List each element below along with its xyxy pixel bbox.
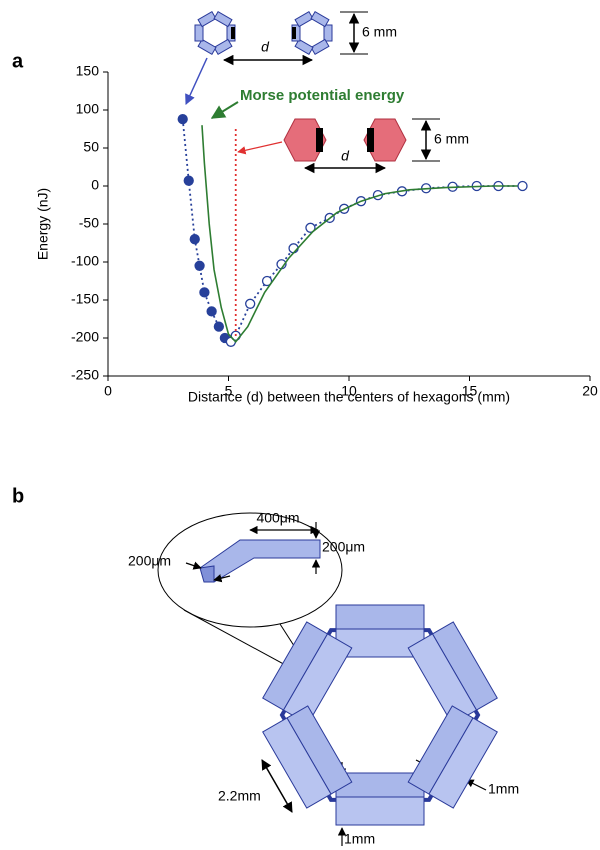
diagram: 400μm 200μm 200μm 2.2mm 1mm 1mm (128, 510, 519, 847)
y-tick-label: 50 (83, 139, 99, 155)
dimension-label: 1mm (344, 831, 375, 847)
inset-label: 6 mm (434, 131, 469, 147)
x-tick-label: 5 (225, 383, 233, 399)
series-line (230, 185, 523, 343)
data-point (194, 260, 205, 271)
ring-segment (323, 24, 333, 42)
panel-label: b (12, 485, 24, 507)
dimension-label: 400μm (256, 510, 299, 526)
x-tick-label: 0 (104, 383, 112, 399)
annotation: Morse potential energy (240, 87, 405, 104)
y-tick-label: -250 (71, 367, 99, 383)
zoom-ellipse (157, 512, 343, 628)
panel-front (335, 796, 425, 826)
data-point (517, 180, 528, 192)
data-point (199, 287, 210, 298)
panel-label: a (12, 50, 24, 72)
ring-segment (197, 10, 217, 28)
inset-label: 6 mm (362, 24, 397, 40)
dimension-arrow (261, 759, 293, 813)
panel-front (428, 717, 498, 809)
panel (335, 604, 425, 658)
ring-segment (310, 38, 330, 56)
y-tick-label: -50 (79, 215, 99, 231)
x-tick-label: 15 (462, 383, 478, 399)
dimension-label: 200μm (128, 553, 171, 569)
panel (335, 772, 425, 826)
inset-label: d (261, 39, 270, 55)
data-point (177, 113, 188, 125)
panel-front (262, 717, 332, 809)
dimension-label: 2.2mm (218, 788, 261, 804)
ring-segment (294, 10, 314, 28)
x-axis-title: Distance (d) between the centers of hexa… (188, 389, 510, 405)
y-tick-label: 100 (76, 101, 100, 117)
dimension-arrow (213, 574, 231, 583)
inset-label: d (341, 148, 350, 164)
data-point (213, 321, 225, 332)
ring-segment (310, 10, 330, 28)
ring-segment (294, 38, 314, 56)
segment-end (199, 565, 215, 583)
hinge-frame (279, 628, 481, 802)
data-point (305, 222, 316, 233)
y-tick-label: 150 (76, 63, 100, 79)
hexagon (283, 118, 327, 162)
ring-segment (197, 38, 217, 56)
magnet (316, 128, 323, 152)
insets: d 6 mm d 6 mm (185, 10, 469, 174)
annotation-arrow (210, 101, 239, 119)
magnet (367, 128, 374, 152)
y-axis-title: Energy (nJ) (35, 188, 51, 260)
y-tick-label: -100 (71, 253, 99, 269)
x-tick-label: 10 (341, 383, 357, 399)
data-point (183, 175, 194, 186)
x-tick-label: 20 (582, 383, 598, 399)
series-line (201, 125, 518, 344)
panel-top (335, 772, 425, 798)
ring-segment (213, 38, 233, 56)
hexagon (363, 118, 407, 162)
panel-top (335, 604, 425, 630)
series-line (181, 119, 226, 339)
data-point (261, 275, 273, 287)
dimension-label: 1mm (488, 781, 519, 797)
pointer-arrow (185, 57, 208, 105)
panel (407, 621, 498, 725)
dimension-label: 200μm (322, 539, 365, 555)
panel (262, 705, 353, 809)
ring-segment (213, 10, 233, 28)
data-point (245, 298, 256, 309)
data-point (189, 234, 200, 245)
pointer-arrow (237, 141, 283, 155)
magnet (231, 27, 235, 39)
data-point (206, 306, 217, 317)
y-tick-label: -200 (71, 329, 99, 345)
y-tick-label: -150 (71, 291, 99, 307)
dimension-arrow (465, 779, 487, 791)
segment (199, 539, 321, 583)
dimension-arrow (185, 561, 202, 570)
y-tick-label: 0 (91, 177, 99, 193)
magnet (292, 27, 296, 39)
panel (407, 705, 498, 809)
ring-segment (194, 24, 204, 42)
